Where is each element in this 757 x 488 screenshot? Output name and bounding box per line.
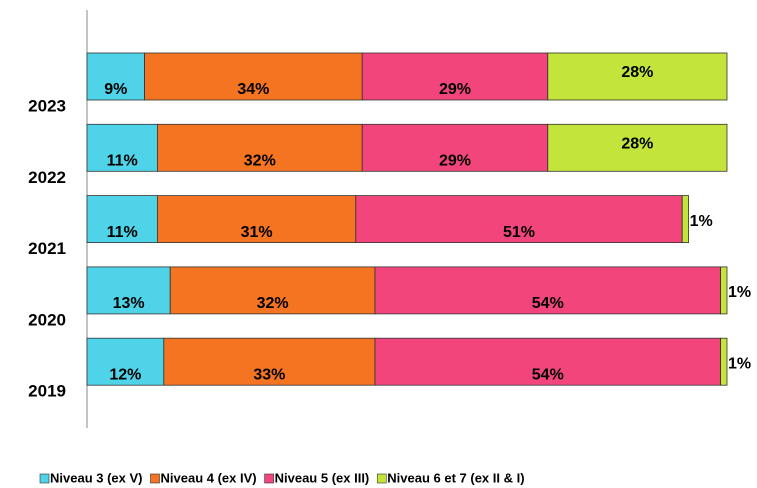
- legend-swatch: [264, 473, 274, 484]
- data-label: 54%: [532, 366, 564, 383]
- data-label: 1%: [690, 213, 713, 230]
- bar-segment: [547, 123, 728, 172]
- data-label: 34%: [237, 81, 269, 98]
- bar-segment: [361, 52, 549, 101]
- bar-segment: [86, 266, 171, 315]
- bar-segment: [681, 195, 690, 244]
- bar-segment: [720, 266, 728, 315]
- data-label: 29%: [439, 153, 471, 170]
- legend-label: Niveau 3 (ex V): [50, 470, 143, 485]
- bar-segment: [86, 195, 158, 244]
- data-label: 11%: [107, 224, 138, 241]
- legend-swatch: [150, 473, 160, 484]
- data-label: 33%: [253, 366, 285, 383]
- bar-segment: [374, 337, 722, 386]
- bar-segment: [144, 52, 363, 101]
- bar-segment: [547, 52, 728, 101]
- bar-segment: [169, 266, 376, 315]
- y-tick-label: 2021: [28, 239, 66, 258]
- y-tick-label: 2020: [28, 310, 66, 329]
- bar-segment: [86, 337, 165, 386]
- bar-segment: [720, 337, 728, 386]
- legend-swatch: [376, 473, 387, 484]
- data-label: 28%: [621, 136, 653, 153]
- data-label: 31%: [241, 224, 273, 241]
- data-label: 32%: [257, 295, 289, 312]
- bar-segment: [156, 123, 363, 172]
- data-label: 11%: [107, 153, 138, 170]
- legend-swatch: [39, 473, 50, 484]
- data-label: 29%: [439, 81, 471, 98]
- data-label: 51%: [503, 224, 535, 241]
- data-label: 1%: [728, 284, 751, 301]
- y-tick-label: 2023: [28, 96, 66, 115]
- bar-segment: [374, 266, 722, 315]
- bar-segment: [156, 195, 357, 244]
- legend-label: Niveau 5 (ex III): [275, 470, 370, 485]
- data-label: 28%: [621, 64, 653, 81]
- y-tick-label: 2019: [28, 382, 66, 401]
- data-label: 54%: [532, 295, 564, 312]
- data-label: 32%: [244, 153, 276, 170]
- data-label: 12%: [109, 366, 141, 383]
- y-tick-label: 2022: [28, 168, 66, 187]
- legend-label: Niveau 6 et 7 (ex II & I): [387, 470, 524, 485]
- legend-label: Niveau 4 (ex IV): [161, 470, 257, 485]
- bar-segment: [355, 195, 683, 244]
- data-label: 13%: [113, 295, 145, 312]
- data-label: 1%: [728, 355, 751, 372]
- bar-segment: [163, 337, 376, 386]
- data-label: 9%: [104, 81, 127, 98]
